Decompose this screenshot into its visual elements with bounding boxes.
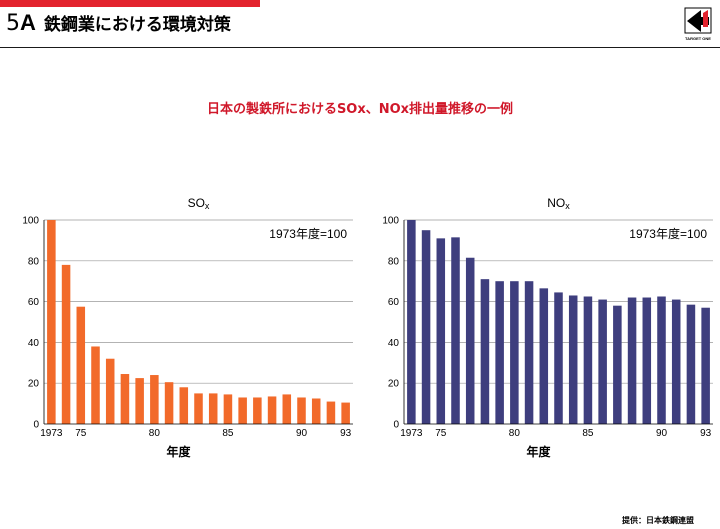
sox-annotation: 1973年度=100 <box>269 226 347 241</box>
nox-y-tick-label: 60 <box>388 297 400 308</box>
sox-bar <box>120 374 130 424</box>
sox-chart-title: SOx <box>188 196 210 211</box>
nox-x-tick-label: 90 <box>656 428 668 439</box>
sox-bar <box>326 401 336 424</box>
nox-bar <box>451 237 460 424</box>
nox-bar <box>495 281 504 424</box>
sox-bar <box>76 306 86 424</box>
nox-x-tick-label: 85 <box>582 428 594 439</box>
nox-bar <box>480 279 490 424</box>
sox-bar <box>164 382 174 424</box>
nox-x-axis-label: 年度 <box>526 444 551 459</box>
nox-bar <box>568 295 578 424</box>
sox-x-tick-label: 80 <box>149 428 161 439</box>
sox-bar <box>91 346 100 424</box>
nox-chart: 0 20 40 60 80 100 1973 75 80 85 90 93 NOx 1973年度=100 年… <box>382 196 713 459</box>
nox-bar <box>583 296 593 424</box>
nox-bar <box>510 281 519 424</box>
sox-y-tick-label: 40 <box>28 338 40 349</box>
sox-bar <box>253 397 262 424</box>
nox-bar <box>642 297 652 424</box>
sox-bar <box>223 394 233 424</box>
nox-bar <box>436 238 446 424</box>
nox-bar <box>465 257 475 424</box>
nox-y-tick-label: 0 <box>393 420 399 431</box>
sox-y-tick-label: 60 <box>28 297 40 308</box>
sox-bar <box>135 378 144 424</box>
nox-bar <box>671 299 681 424</box>
sox-bar <box>150 375 159 424</box>
sox-bar <box>282 394 292 424</box>
nox-bar <box>657 296 666 424</box>
nox-x-tick-label: 1973 <box>400 428 423 439</box>
nox-bar <box>613 305 622 424</box>
sox-x-tick-label: 85 <box>222 428 234 439</box>
nox-bar <box>554 292 563 424</box>
sox-x-tick-label: 1973 <box>40 428 63 439</box>
sox-x-tick-label: 93 <box>340 428 352 439</box>
nox-bar <box>598 299 607 424</box>
nox-bar <box>524 281 534 424</box>
sox-bar <box>238 397 247 424</box>
nox-y-tick-label: 80 <box>388 256 400 267</box>
sox-chart: 0 20 40 60 80 100 1973 75 80 85 90 93 SOx 1973年度=100 年… <box>22 196 353 459</box>
nox-bar <box>627 297 637 424</box>
nox-bar <box>686 304 696 424</box>
nox-bar <box>407 220 416 424</box>
nox-bar <box>701 307 710 424</box>
sox-x-tick-label: 75 <box>75 428 87 439</box>
sox-y-tick-label: 0 <box>33 420 39 431</box>
sox-y-tick-label: 80 <box>28 256 40 267</box>
top-accent-bar <box>0 0 260 7</box>
header-divider <box>0 47 720 48</box>
company-logo-icon: TARGET ONE <box>684 7 712 41</box>
sox-x-tick-label: 90 <box>296 428 308 439</box>
sox-bar <box>194 393 203 424</box>
sox-bar <box>297 397 306 424</box>
sox-bar <box>267 396 277 424</box>
page-title: 鉄鋼業における環境対策 <box>43 15 231 35</box>
credit-text: 提供：日本鉄鋼連盟 <box>622 516 694 525</box>
nox-bar <box>539 288 549 424</box>
nox-x-tick-label: 93 <box>700 428 712 439</box>
chart-subtitle: 日本の製鉄所におけるSOx、NOx排出量推移の一例 <box>206 102 514 117</box>
nox-y-tick-label: 40 <box>388 338 400 349</box>
sox-bar <box>311 398 321 424</box>
sox-x-axis-label: 年度 <box>166 444 191 459</box>
nox-x-tick-label: 80 <box>509 428 521 439</box>
sox-y-tick-label: 100 <box>22 216 39 227</box>
logo-caption: TARGET ONE <box>685 36 711 41</box>
sox-bar <box>179 387 189 424</box>
sox-bar <box>61 264 71 424</box>
nox-chart-title: NOx <box>547 196 570 211</box>
nox-y-tick-label: 20 <box>388 379 400 390</box>
sox-y-tick-label: 20 <box>28 379 40 390</box>
sox-bar <box>47 220 56 424</box>
nox-x-tick-label: 75 <box>435 428 447 439</box>
sox-bar <box>105 358 115 424</box>
page-header: 5A 鉄鋼業における環境対策 <box>6 10 231 40</box>
nox-annotation: 1973年度=100 <box>629 226 707 241</box>
section-number: 5A <box>6 10 36 36</box>
sox-bar <box>208 393 218 424</box>
sox-bar <box>341 402 350 424</box>
nox-bar <box>421 230 431 424</box>
nox-y-tick-label: 100 <box>382 216 399 227</box>
